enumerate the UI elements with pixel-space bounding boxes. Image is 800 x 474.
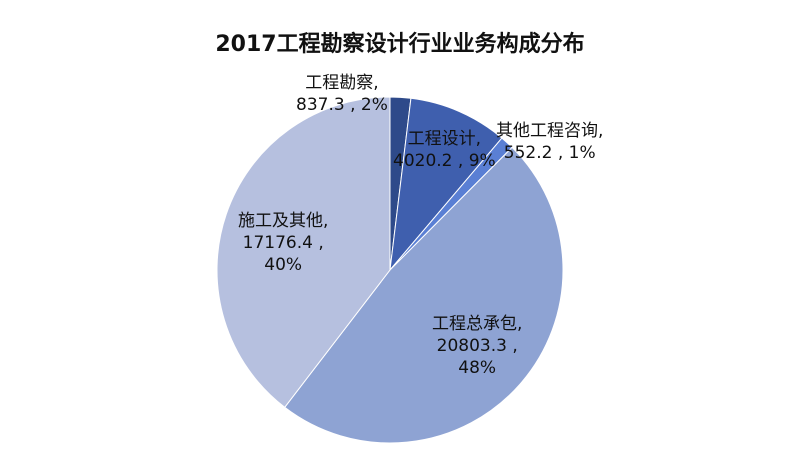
label-gongcheng-sheji: 工程设计, 4020.2 , 9% xyxy=(393,128,496,172)
label-line: 40% xyxy=(264,255,303,276)
label-line: 其他工程咨询, xyxy=(496,121,604,141)
label-line: 工程总承包, xyxy=(432,314,523,334)
label-gongcheng-kancha: 工程勘察, 837.3 , 2% xyxy=(296,72,388,116)
label-line: 工程设计, xyxy=(407,129,482,149)
label-line: 837.3 , 2% xyxy=(296,95,388,116)
label-line: 48% xyxy=(458,358,497,379)
label-line: 20803.3 , xyxy=(436,336,518,357)
label-shigong-qita: 施工及其他, 17176.4 , 40% xyxy=(238,210,328,276)
label-qita-zixun: 其他工程咨询, 552.2 , 1% xyxy=(496,120,603,164)
pie-slice-1 xyxy=(389,97,503,272)
label-line: 552.2 , 1% xyxy=(503,143,596,164)
chart-title: 2017工程勘察设计行业业务构成分布 xyxy=(215,32,585,57)
pie-slice-4 xyxy=(216,96,391,408)
label-line: 施工及其他, xyxy=(238,211,329,231)
label-zongchengbao: 工程总承包, 20803.3 , 48% xyxy=(432,313,522,379)
label-line: 4020.2 , 9% xyxy=(393,151,496,172)
pie-slice-3 xyxy=(284,146,564,444)
label-line: 工程勘察, xyxy=(305,73,379,93)
label-line: 17176.4 , xyxy=(242,233,324,254)
